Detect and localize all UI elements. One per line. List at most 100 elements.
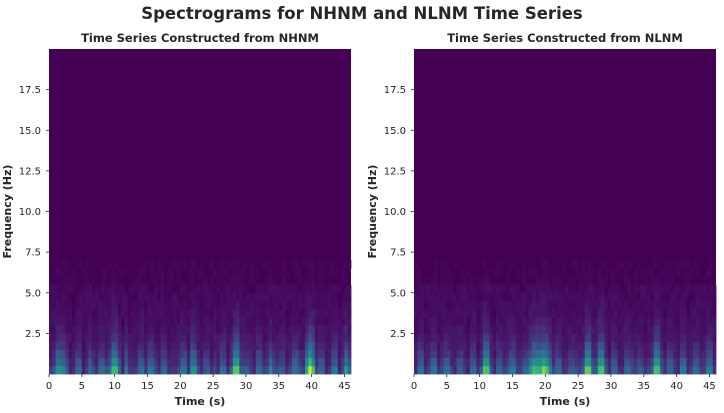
heatmap-cell [417,349,421,359]
heatmap-cell [594,317,599,326]
heatmap-cell [427,349,431,359]
heatmap-cell [666,292,671,302]
heatmap-cell [522,260,527,269]
heatmap-cell [163,325,168,334]
heatmap-cell [647,317,651,326]
heatmap-cell [321,357,326,367]
heatmap-cell [78,357,83,367]
heatmap-cell [232,365,237,375]
heatmap-cell [318,325,322,334]
heatmap-cell [272,349,276,359]
heatmap-cell [702,317,707,326]
heatmap-cell [535,268,540,277]
heatmap-cell [91,292,96,302]
heatmap-cell [344,260,349,269]
heatmap-cell [278,309,283,318]
heatmap-cell [548,300,553,310]
heatmap-cell [140,341,145,351]
heatmap-cell [131,309,135,318]
heatmap-cell [693,300,697,310]
heatmap-cell [52,300,56,310]
heatmap-cell [239,365,244,375]
heatmap-cell [114,341,119,351]
heatmap-cell [469,309,474,318]
heatmap-cell [571,260,576,269]
heatmap-cell [144,317,148,326]
heatmap-cell [111,341,116,351]
heatmap-cell [614,268,618,277]
heatmap-cell [177,268,181,277]
heatmap-cell [206,325,211,334]
heatmap-cell [206,300,211,310]
heatmap-cell [124,357,129,367]
heatmap-cell [150,341,155,351]
heatmap-cell [111,292,116,302]
heatmap-cell [52,333,56,342]
heatmap-cell [532,341,536,351]
heatmap-cell [676,260,681,269]
heatmap-cell [229,325,234,334]
heatmap-cell [601,365,605,375]
heatmap-cell [154,268,158,277]
x-tick-label: 45 [703,381,716,392]
heatmap-cell [545,276,549,286]
heatmap-cell [268,333,273,342]
heatmap-cell [502,284,507,294]
heatmap-cell [463,309,467,318]
heatmap-cell [574,325,579,334]
y-axis-label: Frequency (Hz) [1,165,14,259]
heatmap-cell [167,365,171,375]
heatmap-cell [492,365,497,375]
heatmap-cell [49,341,53,351]
heatmap-cell [561,300,566,310]
heatmap-cell [479,284,484,294]
heatmap-cell [88,341,93,351]
heatmap-cell [85,349,89,359]
heatmap-cell [239,300,244,310]
heatmap-cell [450,325,454,334]
heatmap-cell [222,365,227,375]
heatmap-cell [147,317,152,326]
heatmap-cell [696,317,700,326]
heatmap-cell [278,317,283,326]
heatmap-cell [660,349,664,359]
heatmap-cell [706,268,710,277]
heatmap-cell [512,292,517,302]
heatmap-cell [190,333,194,342]
heatmap-cell [696,349,700,359]
heatmap-cell [414,284,418,294]
heatmap-cell [538,276,543,286]
heatmap-cell [265,317,270,326]
heatmap-cell [236,349,240,359]
heatmap-cell [140,284,145,294]
heatmap-cell [666,357,671,367]
heatmap-cell [68,365,73,375]
heatmap-cell [331,300,335,310]
heatmap-cell [702,284,707,294]
heatmap-cell [245,333,250,342]
heatmap-cell [630,333,635,342]
heatmap-cell [561,317,566,326]
heatmap-cell [272,276,276,286]
heatmap-cell [305,300,309,310]
heatmap-cell [324,292,329,302]
heatmap-cell [545,341,549,351]
heatmap-cell [492,333,497,342]
heatmap-cell [433,268,438,277]
heatmap-cell [324,317,329,326]
heatmap-cell [101,317,106,326]
heatmap-cell [610,292,615,302]
heatmap-cell [71,365,76,375]
heatmap-cell [673,333,678,342]
heatmap-cell [75,357,79,367]
heatmap-cell [324,309,329,318]
heatmap-cell [314,349,319,359]
heatmap-cell [232,309,237,318]
heatmap-cell [305,284,309,294]
heatmap-cell [532,292,536,302]
heatmap-cell [94,317,99,326]
heatmap-cell [282,292,286,302]
heatmap-cell [433,333,438,342]
heatmap-cell [535,317,540,326]
heatmap-cell [81,357,86,367]
